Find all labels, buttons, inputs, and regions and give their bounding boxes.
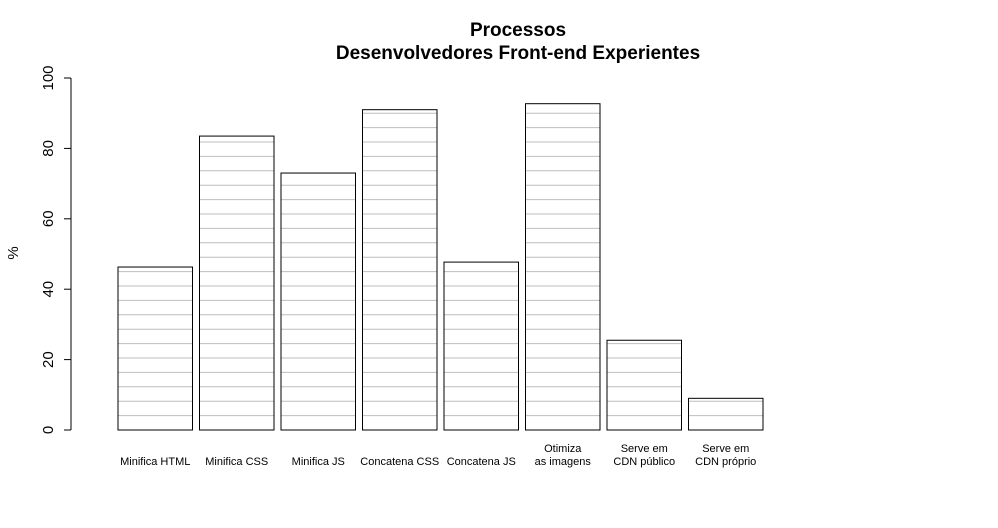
category-label: Minifica JS [292,456,345,468]
category-label: Concatena CSS [360,456,439,468]
chart-subtitle: Desenvolvedores Front-end Experientes [336,43,700,64]
y-tick-label: 100 [40,65,57,90]
bar [606,339,682,431]
y-tick-label: 0 [40,426,57,434]
bar [525,103,601,431]
bar [688,397,764,431]
bar-group [606,339,682,431]
bar [443,261,519,431]
category-label: Otimiza as imagens [535,443,592,468]
bar [117,266,193,431]
bar-group [280,172,356,431]
bar-group [525,103,601,431]
chart-title: Processos [470,20,566,41]
y-tick-label: 20 [40,351,57,368]
category-label: Serve em CDN público [613,443,675,468]
bar-group [117,266,193,431]
bar [199,135,275,431]
bar [362,109,438,431]
category-label: Concatena JS [447,456,516,468]
bar-group [199,135,275,431]
bar-group [688,397,764,431]
category-labels: Minifica HTML Minifica CSS Minifica JS Conc… [120,443,756,468]
y-tick-label: 40 [40,281,57,298]
y-axis-label: % [5,246,22,259]
category-label: Minifica HTML [120,456,190,468]
y-tick-label: 80 [40,140,57,157]
category-label: Serve em CDN próprio [695,443,756,468]
y-tick-label: 60 [40,210,57,227]
bar-group [443,261,519,431]
category-label: Minifica CSS [205,456,268,468]
bar [280,172,356,431]
y-axis: 0 20 40 60 80 100 [40,65,72,434]
bar-group [362,109,438,431]
bars-group [117,103,764,431]
